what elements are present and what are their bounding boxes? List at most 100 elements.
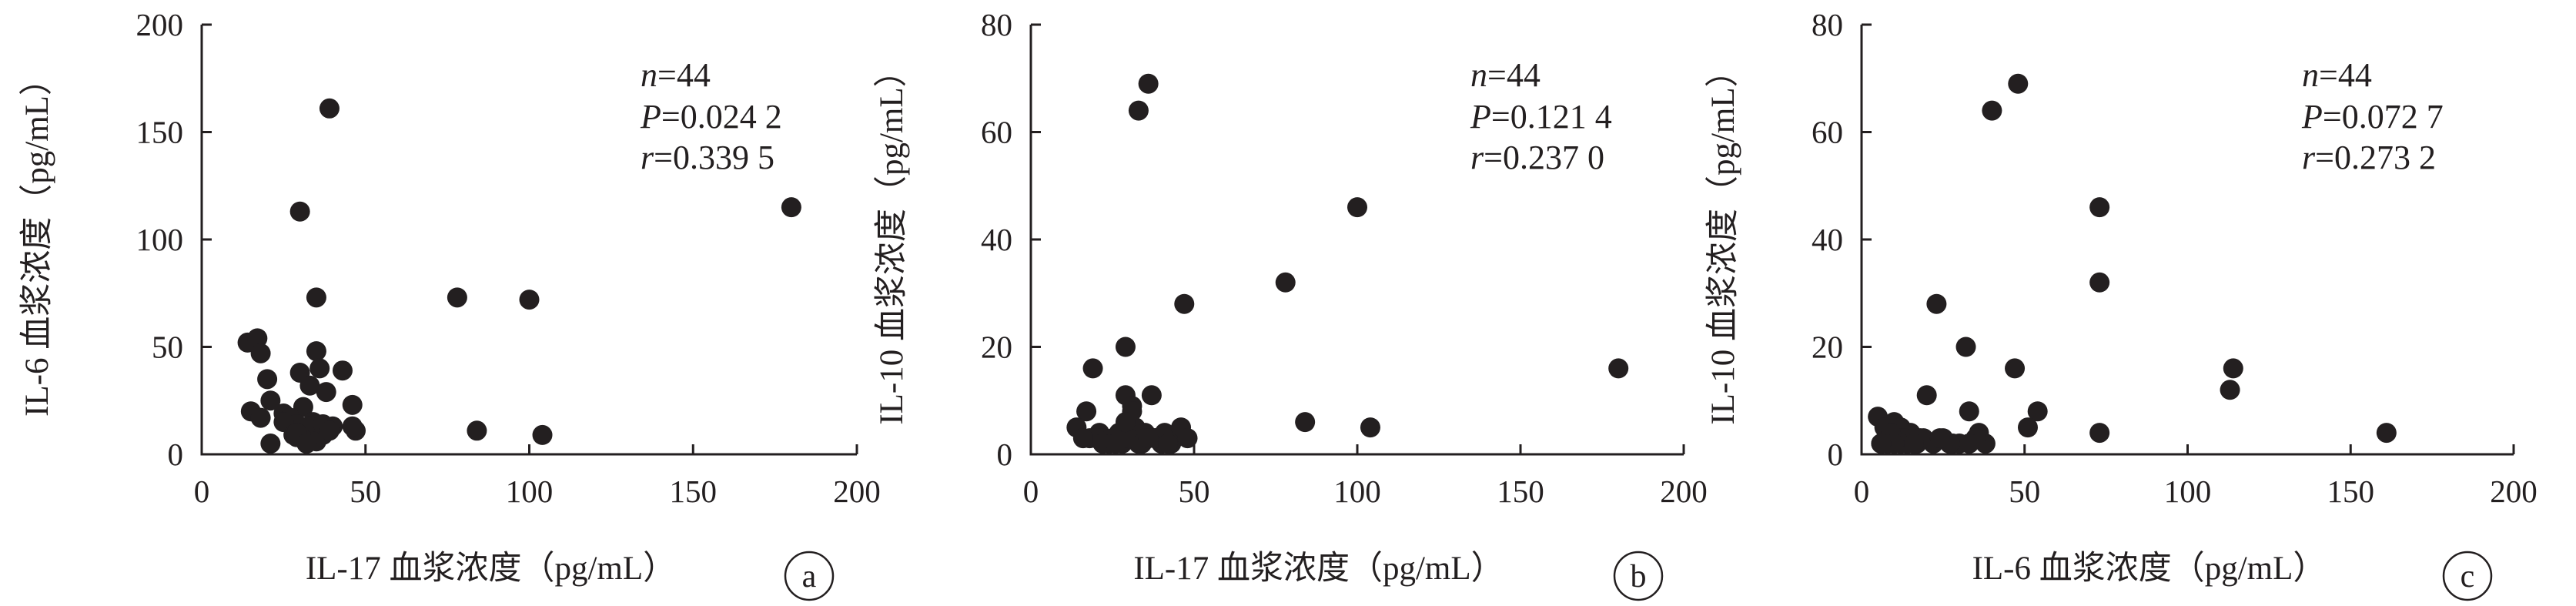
data-point (2089, 197, 2110, 218)
data-point (1138, 428, 1159, 449)
data-point (250, 407, 271, 428)
data-point (781, 197, 801, 218)
data-point (1903, 434, 1924, 454)
y-tick-label: 150 (136, 115, 184, 150)
x-tick-label: 150 (1497, 474, 1544, 509)
panel-b: 0 20 40 60 80 0 50 100 150 200 IL-17 血浆浓度（pg/mL） IL… (874, 7, 1708, 601)
data-point (247, 328, 268, 349)
axis-lines (200, 25, 857, 456)
axis-lines (1860, 25, 2514, 456)
data-point (1959, 401, 1979, 422)
y-axis-label: IL-6 血浆浓度（pg/mL） (19, 62, 55, 417)
x-tick-label: 0 (1023, 474, 1039, 509)
panel-letter-circle (784, 551, 835, 601)
y-tick-label: 0 (168, 437, 184, 472)
data-point (316, 382, 336, 403)
data-point (2089, 423, 2110, 444)
data-point (2089, 272, 2110, 293)
data-point (2027, 401, 2048, 422)
panel-c: 0 20 40 60 80 0 50 100 150 200 IL-6 血浆浓度（pg/mL） IL-… (1705, 7, 2538, 601)
x-tick-label: 50 (1179, 474, 1210, 509)
data-point (1275, 272, 1296, 293)
data-point (1982, 100, 2002, 121)
data-point (260, 390, 281, 411)
data-point (2223, 358, 2243, 379)
y-tick-label: 200 (136, 7, 184, 42)
x-tick-label: 200 (833, 474, 881, 509)
data-point (1115, 412, 1136, 433)
x-tick-label: 50 (350, 474, 381, 509)
data-point (532, 424, 553, 445)
data-point (519, 290, 540, 310)
data-point (309, 358, 330, 379)
data-point (250, 343, 271, 363)
panel-letter-circle (1613, 551, 1664, 601)
data-point (1082, 358, 1103, 379)
data-point (1929, 428, 1950, 449)
data-point (1955, 336, 1976, 357)
y-tick-label: 80 (981, 7, 1012, 42)
data-point (306, 287, 326, 308)
data-point (342, 416, 363, 437)
panel-letter: b (1631, 559, 1647, 594)
data-point (342, 394, 363, 415)
data-point (289, 201, 310, 222)
data-point (1158, 434, 1179, 454)
data-point (1608, 358, 1629, 379)
data-point (2220, 380, 2240, 400)
stat-r: r=0.339 5 (641, 139, 774, 176)
y-tick-label: 20 (981, 330, 1012, 365)
panel-letter-circle (2442, 551, 2493, 601)
stat-n: n=44 (1470, 56, 1541, 94)
y-tick-label: 60 (1812, 115, 1843, 150)
data-point (299, 375, 320, 396)
data-point (2008, 73, 2029, 94)
data-point (1072, 428, 1093, 449)
data-point (1138, 73, 1159, 94)
stat-p: P=0.072 7 (2301, 98, 2444, 136)
stat-r: r=0.273 2 (2302, 139, 2436, 176)
data-point (447, 287, 467, 308)
x-tick-label: 100 (2164, 474, 2212, 509)
data-point (1916, 385, 1937, 406)
x-axis-label: IL-17 血浆浓度（pg/mL） (1133, 551, 1504, 587)
x-tick-label: 50 (2009, 474, 2040, 509)
y-tick-label: 100 (136, 222, 184, 257)
panel-letter: a (802, 559, 817, 594)
data-point (1177, 428, 1198, 449)
y-tick-label: 0 (1828, 437, 1844, 472)
stat-p: P=0.024 2 (640, 98, 782, 136)
y-tick-label: 40 (1812, 222, 1843, 257)
y-tick-label: 20 (1812, 330, 1843, 365)
stat-n: n=44 (641, 56, 711, 94)
data-point (2005, 358, 2026, 379)
data-point (1360, 417, 1380, 438)
panel-a: 0 50 100 150 200 0 50 100 150 200 IL-17 血浆浓度（pg/mL… (19, 7, 881, 601)
data-point (2017, 417, 2038, 438)
data-point (296, 434, 317, 454)
data-point (1295, 412, 1316, 433)
y-tick-label: 0 (997, 437, 1013, 472)
data-point (319, 98, 340, 119)
data-point (1076, 401, 1097, 422)
y-tick-label: 50 (152, 330, 183, 365)
x-axis-label: IL-6 血浆浓度（pg/mL） (1972, 551, 2327, 587)
data-point (332, 360, 353, 381)
x-tick-label: 100 (1333, 474, 1381, 509)
stat-r: r=0.237 0 (1470, 139, 1604, 176)
data-point (1959, 434, 1979, 454)
data-point (1871, 434, 1892, 454)
stat-p: P=0.121 4 (1470, 98, 1612, 136)
x-tick-label: 200 (1660, 474, 1708, 509)
data-point (1926, 293, 1947, 314)
data-point (260, 434, 281, 454)
x-tick-label: 0 (194, 474, 210, 509)
y-tick-label: 40 (981, 222, 1012, 257)
data-point (1347, 197, 1367, 218)
stat-n: n=44 (2302, 56, 2372, 94)
y-tick-label: 80 (1812, 7, 1843, 42)
x-tick-label: 200 (2490, 474, 2538, 509)
data-point (2376, 423, 2397, 444)
data-point (467, 420, 487, 441)
